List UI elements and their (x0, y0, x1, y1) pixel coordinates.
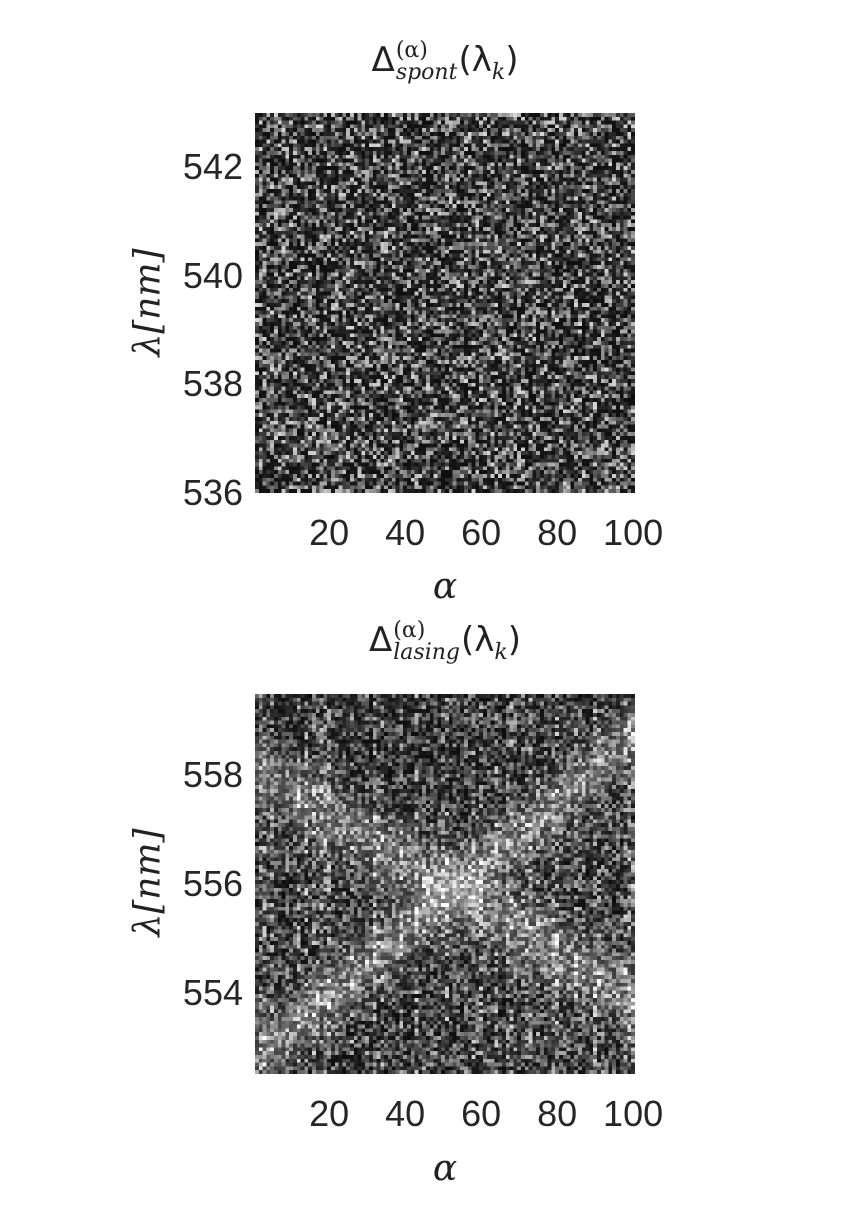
title-argument: (λ (458, 40, 492, 80)
y-axis-label-spont: λ[nm] (127, 248, 169, 357)
x-tick-label: 100 (603, 1093, 664, 1134)
x-tick-label: 80 (537, 512, 578, 553)
x-axis-label-spont: α (432, 566, 458, 607)
title-superscript: (α) (395, 38, 428, 63)
heatmap-lasing (255, 694, 635, 1074)
x-tick-label: 20 (309, 1093, 350, 1134)
y-tick-label: 538 (182, 363, 243, 405)
title-argument: (λ (461, 620, 495, 660)
title-subscript: lasing (393, 640, 460, 665)
heatmap-image-lasing (255, 694, 635, 1074)
x-tick-label: 60 (461, 512, 502, 553)
title-argument-subscript: k (491, 59, 506, 85)
x-tick-label: 40 (385, 1093, 426, 1134)
heatmap-spont (255, 113, 635, 493)
title-symbol: Δ (371, 40, 395, 80)
x-tick-label: 40 (385, 512, 426, 553)
x-tick-label: 60 (461, 1093, 502, 1134)
x-axis-label-lasing: α (432, 1148, 458, 1189)
title-close: ) (505, 40, 519, 80)
title-subscript: spont (395, 60, 458, 85)
y-tick-label: 556 (182, 863, 243, 904)
title-close: ) (507, 620, 521, 660)
y-tick-label: 542 (182, 146, 243, 188)
y-tick-label: 554 (182, 971, 243, 1013)
y-axis-label-lasing: λ[nm] (127, 828, 169, 937)
title-argument-subscript: k (494, 639, 508, 665)
x-tick-label: 100 (603, 512, 664, 553)
title-superscript: (α) (393, 618, 426, 643)
chart-title-spont: Δ (α) spont (λk) (255, 40, 635, 85)
x-tick-label: 20 (309, 512, 350, 553)
y-tick-label: 540 (182, 254, 243, 296)
y-tick-label: 558 (182, 754, 243, 796)
y-tick-label: 536 (182, 472, 243, 513)
x-tick-label: 80 (537, 1093, 578, 1134)
heatmap-image-spont (255, 113, 635, 493)
chart-title-lasing: Δ (α) lasing (λk) (255, 620, 635, 665)
title-symbol: Δ (369, 620, 393, 660)
